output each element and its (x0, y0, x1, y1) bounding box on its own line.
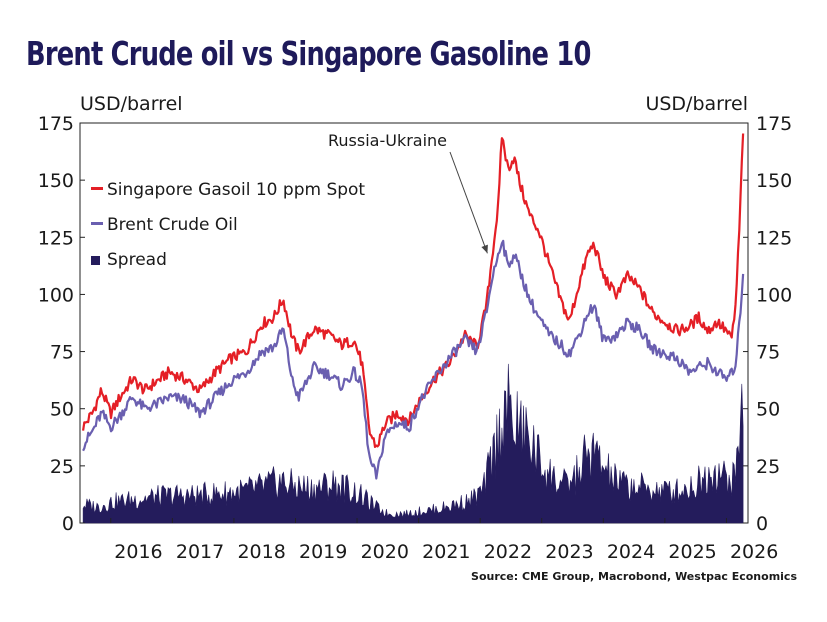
x-tick-label: 2023 (545, 541, 593, 563)
legend-swatch-brent (91, 222, 103, 225)
x-tick-label: 2017 (176, 541, 224, 563)
x-tick-label: 2024 (607, 541, 655, 563)
x-tick-label: 2021 (422, 541, 470, 563)
annotation-arrowhead (481, 244, 488, 254)
chart-title: Brent Crude oil vs Singapore Gasoline 10 (26, 34, 591, 73)
x-tick-label: 2025 (668, 541, 716, 563)
legend: Singapore Gasoil 10 ppm Spot Brent Crude… (91, 180, 365, 270)
y-tick-label-right: 75 (756, 342, 780, 364)
y-axis-left-ticks: 0 25 50 75 100 125 150 175 (38, 113, 85, 535)
y-tick-label-right: 175 (756, 113, 792, 135)
y-tick-label-right: 25 (756, 456, 780, 478)
brent-line (82, 239, 745, 480)
x-tick-label: 2018 (237, 541, 285, 563)
legend-label-gasoil: Singapore Gasoil 10 ppm Spot (107, 180, 365, 200)
annotation-text: Russia-Ukraine (328, 131, 447, 150)
legend-swatch-spread (91, 256, 100, 265)
y-axis-right-ticks: 0 25 50 75 100 125 150 175 (743, 113, 792, 535)
y-tick-label-left: 75 (50, 342, 74, 364)
legend-label-brent: Brent Crude Oil (107, 215, 238, 235)
y-tick-label-left: 25 (50, 456, 74, 478)
legend-label-spread: Spread (107, 250, 167, 270)
y-tick-label-right: 100 (756, 284, 792, 306)
x-tick-label: 2022 (484, 541, 532, 563)
y-tick-label-right: 0 (756, 513, 768, 535)
y-axis-left-label: USD/barrel (80, 93, 183, 115)
y-tick-label-right: 150 (756, 170, 792, 192)
x-tick-label: 2026 (730, 541, 778, 563)
x-axis-ticks: 2016 2017 2018 2019 2020 2021 2022 2023 2024 2025… (110, 518, 778, 563)
y-tick-label-left: 150 (38, 170, 74, 192)
x-tick-label: 2016 (114, 541, 162, 563)
y-tick-label-left: 50 (50, 399, 74, 421)
x-tick-label: 2019 (299, 541, 347, 563)
y-tick-label-left: 125 (38, 227, 74, 249)
y-tick-label-right: 50 (756, 399, 780, 421)
x-tick-label: 2020 (361, 541, 409, 563)
y-tick-label-left: 100 (38, 284, 74, 306)
spread-area (82, 363, 744, 524)
annotation: Russia-Ukraine (328, 131, 488, 254)
line-series (82, 133, 745, 480)
y-axis-right-label: USD/barrel (645, 93, 748, 115)
y-tick-label-left: 175 (38, 113, 74, 135)
source-note: Source: CME Group, Macrobond, Westpac Ec… (471, 570, 797, 583)
y-tick-label-left: 0 (62, 513, 74, 535)
legend-swatch-gasoil (91, 187, 103, 190)
spread-series (82, 363, 744, 524)
annotation-arrow (449, 151, 488, 254)
y-tick-label-right: 125 (756, 227, 792, 249)
